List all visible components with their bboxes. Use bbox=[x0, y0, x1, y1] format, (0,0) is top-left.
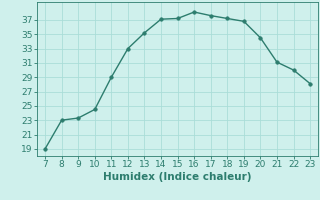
X-axis label: Humidex (Indice chaleur): Humidex (Indice chaleur) bbox=[103, 172, 252, 182]
